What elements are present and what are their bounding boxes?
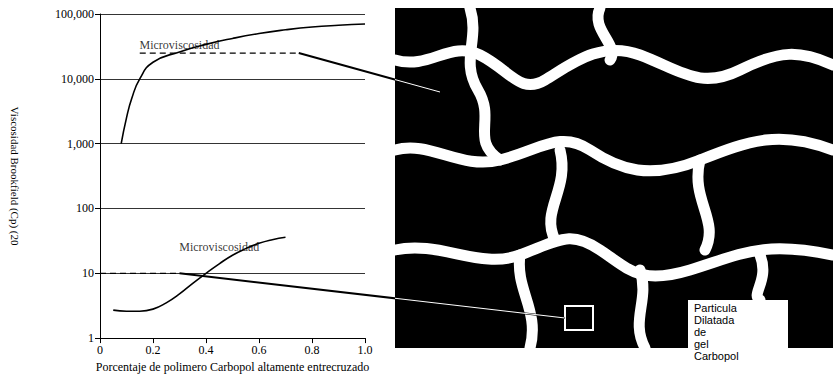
- svg-text:0.4: 0.4: [199, 343, 214, 357]
- svg-text:100,000: 100,000: [55, 7, 94, 21]
- svg-text:0.6: 0.6: [252, 343, 267, 357]
- svg-text:Porcentaje de polimero Carbopo: Porcentaje de polimero Carbopol altament…: [96, 360, 370, 374]
- svg-text:Microviscosidad: Microviscosidad: [179, 240, 260, 255]
- svg-text:1,000: 1,000: [67, 137, 94, 151]
- svg-text:ParticulaDilatadadegelCarbopol: ParticulaDilatadadegelCarbopol: [694, 302, 739, 362]
- svg-text:Microviscosidad: Microviscosidad: [140, 38, 220, 52]
- svg-text:Viscosidad Brookfield (Cp) (20: Viscosidad Brookfield (Cp) (20: [8, 107, 21, 246]
- svg-text:1.0: 1.0: [358, 343, 373, 357]
- svg-text:1: 1: [88, 331, 94, 345]
- svg-text:0.2: 0.2: [146, 343, 161, 357]
- svg-text:10: 10: [82, 266, 94, 280]
- svg-text:100: 100: [76, 201, 94, 215]
- svg-text:0.8: 0.8: [305, 343, 320, 357]
- svg-text:10,000: 10,000: [61, 72, 94, 86]
- svg-text:0: 0: [97, 343, 103, 357]
